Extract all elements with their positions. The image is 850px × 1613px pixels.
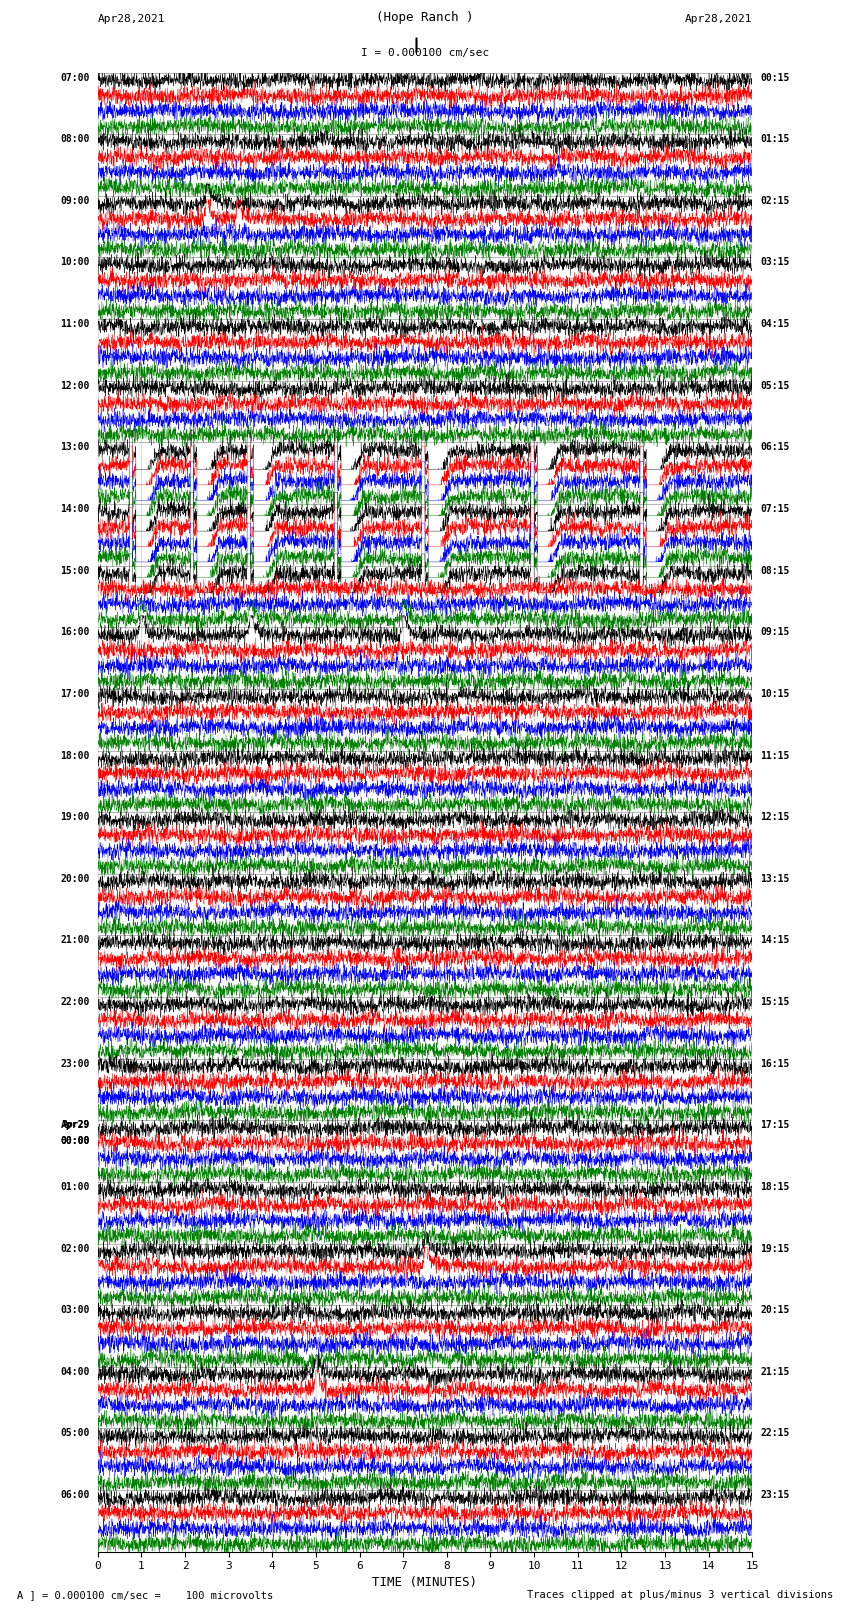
Text: 02:00: 02:00 bbox=[60, 1244, 90, 1253]
Text: 12:15: 12:15 bbox=[760, 813, 790, 823]
Text: 01:15: 01:15 bbox=[760, 134, 790, 144]
Text: 18:00: 18:00 bbox=[60, 750, 90, 760]
Text: 16:00: 16:00 bbox=[60, 627, 90, 637]
Text: 23:15: 23:15 bbox=[760, 1490, 790, 1500]
Text: 17:15: 17:15 bbox=[760, 1121, 790, 1131]
Text: I = 0.000100 cm/sec: I = 0.000100 cm/sec bbox=[361, 48, 489, 58]
Text: Apr29: Apr29 bbox=[63, 1121, 90, 1129]
Text: 00:00: 00:00 bbox=[60, 1136, 90, 1145]
Text: 21:15: 21:15 bbox=[760, 1366, 790, 1378]
X-axis label: TIME (MINUTES): TIME (MINUTES) bbox=[372, 1576, 478, 1589]
Text: 10:15: 10:15 bbox=[760, 689, 790, 698]
Text: 01:00: 01:00 bbox=[60, 1182, 90, 1192]
Text: 03:15: 03:15 bbox=[760, 258, 790, 268]
Text: 07:15: 07:15 bbox=[760, 503, 790, 515]
Text: 03:00: 03:00 bbox=[60, 1305, 90, 1315]
Text: 04:15: 04:15 bbox=[760, 319, 790, 329]
Text: 14:15: 14:15 bbox=[760, 936, 790, 945]
Text: 09:00: 09:00 bbox=[60, 195, 90, 206]
Text: 16:15: 16:15 bbox=[760, 1058, 790, 1069]
Text: 06:15: 06:15 bbox=[760, 442, 790, 452]
Text: 17:00: 17:00 bbox=[60, 689, 90, 698]
Text: Apr28,2021: Apr28,2021 bbox=[98, 15, 165, 24]
Text: 22:00: 22:00 bbox=[60, 997, 90, 1007]
Text: (Hope Ranch ): (Hope Ranch ) bbox=[377, 11, 473, 24]
Text: 09:15: 09:15 bbox=[760, 627, 790, 637]
Text: 21:00: 21:00 bbox=[60, 936, 90, 945]
Text: Traces clipped at plus/minus 3 vertical divisions: Traces clipped at plus/minus 3 vertical … bbox=[527, 1590, 833, 1600]
Text: 08:00: 08:00 bbox=[60, 134, 90, 144]
Text: 12:00: 12:00 bbox=[60, 381, 90, 390]
Text: 11:15: 11:15 bbox=[760, 750, 790, 760]
Text: 15:15: 15:15 bbox=[760, 997, 790, 1007]
Text: Apr29: Apr29 bbox=[60, 1121, 90, 1131]
Text: 08:15: 08:15 bbox=[760, 566, 790, 576]
Text: 07:00: 07:00 bbox=[60, 73, 90, 82]
Text: 20:00: 20:00 bbox=[60, 874, 90, 884]
Text: 00:15: 00:15 bbox=[760, 73, 790, 82]
Text: 04:00: 04:00 bbox=[60, 1366, 90, 1378]
Text: 02:15: 02:15 bbox=[760, 195, 790, 206]
Text: 00:00: 00:00 bbox=[60, 1136, 90, 1145]
Text: 14:00: 14:00 bbox=[60, 503, 90, 515]
Text: 23:00: 23:00 bbox=[60, 1058, 90, 1069]
Text: 11:00: 11:00 bbox=[60, 319, 90, 329]
Text: 13:15: 13:15 bbox=[760, 874, 790, 884]
Text: 20:15: 20:15 bbox=[760, 1305, 790, 1315]
Text: 19:15: 19:15 bbox=[760, 1244, 790, 1253]
Text: A ] = 0.000100 cm/sec =    100 microvolts: A ] = 0.000100 cm/sec = 100 microvolts bbox=[17, 1590, 273, 1600]
Text: 18:15: 18:15 bbox=[760, 1182, 790, 1192]
Text: Apr28,2021: Apr28,2021 bbox=[685, 15, 752, 24]
Text: 05:15: 05:15 bbox=[760, 381, 790, 390]
Text: 13:00: 13:00 bbox=[60, 442, 90, 452]
Text: 19:00: 19:00 bbox=[60, 813, 90, 823]
Text: 22:15: 22:15 bbox=[760, 1429, 790, 1439]
Text: 05:00: 05:00 bbox=[60, 1429, 90, 1439]
Text: 10:00: 10:00 bbox=[60, 258, 90, 268]
Text: 15:00: 15:00 bbox=[60, 566, 90, 576]
Text: 06:00: 06:00 bbox=[60, 1490, 90, 1500]
